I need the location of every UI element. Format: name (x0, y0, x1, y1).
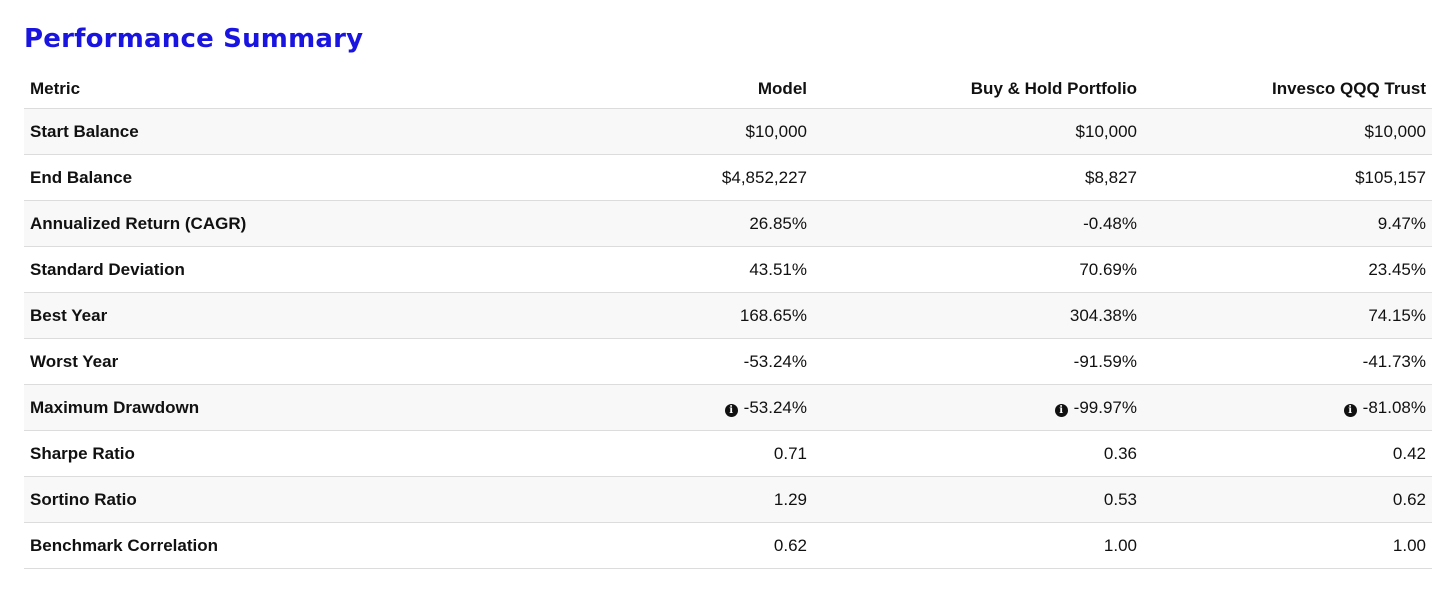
qqq-value: 0.62 (1143, 476, 1432, 523)
model-value: 0.62 (549, 522, 813, 569)
qqq-value: 9.47% (1143, 200, 1432, 247)
metric-name: Sharpe Ratio (24, 430, 549, 477)
qqq-value: $105,157 (1143, 154, 1432, 201)
buy-hold-value: $8,827 (813, 154, 1143, 201)
info-circle-icon[interactable]: i (724, 403, 738, 417)
table-row: Best Year 168.65% 304.38% 74.15% (24, 292, 1432, 339)
column-header-buy-hold: Buy & Hold Portfolio (813, 70, 1143, 109)
table-row: Sharpe Ratio 0.71 0.36 0.42 (24, 430, 1432, 477)
buy-hold-drawdown-value: -99.97% (1073, 397, 1137, 417)
column-header-model: Model (549, 70, 813, 109)
model-value: -53.24% (549, 338, 813, 385)
info-circle-icon[interactable]: i (1343, 403, 1357, 417)
page-title: Performance Summary (24, 24, 364, 54)
model-drawdown-value: -53.24% (743, 397, 807, 417)
info-circle-icon[interactable]: i (1054, 403, 1068, 417)
qqq-value: -41.73% (1143, 338, 1432, 385)
model-value: 26.85% (549, 200, 813, 247)
table-row: Annualized Return (CAGR) 26.85% -0.48% 9… (24, 200, 1432, 247)
qqq-value: 74.15% (1143, 292, 1432, 339)
model-value: 0.71 (549, 430, 813, 477)
table-row: Maximum Drawdown i -53.24% i -99.97% i -81.… (24, 384, 1432, 431)
qqq-value: $10,000 (1143, 108, 1432, 155)
model-value: $10,000 (549, 108, 813, 155)
buy-hold-value: 1.00 (813, 522, 1143, 569)
table-row: Benchmark Correlation 0.62 1.00 1.00 (24, 522, 1432, 569)
qqq-value: 1.00 (1143, 522, 1432, 569)
qqq-value: i -81.08% (1143, 384, 1432, 431)
buy-hold-value: 0.53 (813, 476, 1143, 523)
metric-name: End Balance (24, 154, 549, 201)
buy-hold-value: 0.36 (813, 430, 1143, 477)
qqq-drawdown-value: -81.08% (1362, 397, 1426, 417)
metric-name: Best Year (24, 292, 549, 339)
table-row: Worst Year -53.24% -91.59% -41.73% (24, 338, 1432, 385)
model-value: 1.29 (549, 476, 813, 523)
model-value: 168.65% (549, 292, 813, 339)
buy-hold-value: i -99.97% (813, 384, 1143, 431)
performance-table: Metric Model Buy & Hold Portfolio Invesc… (24, 70, 1432, 569)
metric-name: Annualized Return (CAGR) (24, 200, 549, 247)
metric-name: Benchmark Correlation (24, 522, 549, 569)
metric-name: Sortino Ratio (24, 476, 549, 523)
table-row: Start Balance $10,000 $10,000 $10,000 (24, 108, 1432, 155)
metric-name: Worst Year (24, 338, 549, 385)
model-value: $4,852,227 (549, 154, 813, 201)
metric-name: Maximum Drawdown (24, 384, 549, 431)
model-value: 43.51% (549, 246, 813, 293)
buy-hold-value: -91.59% (813, 338, 1143, 385)
buy-hold-value: $10,000 (813, 108, 1143, 155)
table-row: Sortino Ratio 1.29 0.53 0.62 (24, 476, 1432, 523)
buy-hold-value: -0.48% (813, 200, 1143, 247)
column-header-qqq: Invesco QQQ Trust (1143, 70, 1432, 109)
buy-hold-value: 304.38% (813, 292, 1143, 339)
qqq-value: 23.45% (1143, 246, 1432, 293)
model-value: i -53.24% (549, 384, 813, 431)
column-header-metric: Metric (24, 70, 549, 109)
table-row: Standard Deviation 43.51% 70.69% 23.45% (24, 246, 1432, 293)
table-row: End Balance $4,852,227 $8,827 $105,157 (24, 154, 1432, 201)
metric-name: Start Balance (24, 108, 549, 155)
metric-name: Standard Deviation (24, 246, 549, 293)
performance-summary-section: Performance Summary Metric Model Buy & H… (24, 0, 1432, 569)
qqq-value: 0.42 (1143, 430, 1432, 477)
buy-hold-value: 70.69% (813, 246, 1143, 293)
table-header-row: Metric Model Buy & Hold Portfolio Invesc… (24, 70, 1432, 109)
